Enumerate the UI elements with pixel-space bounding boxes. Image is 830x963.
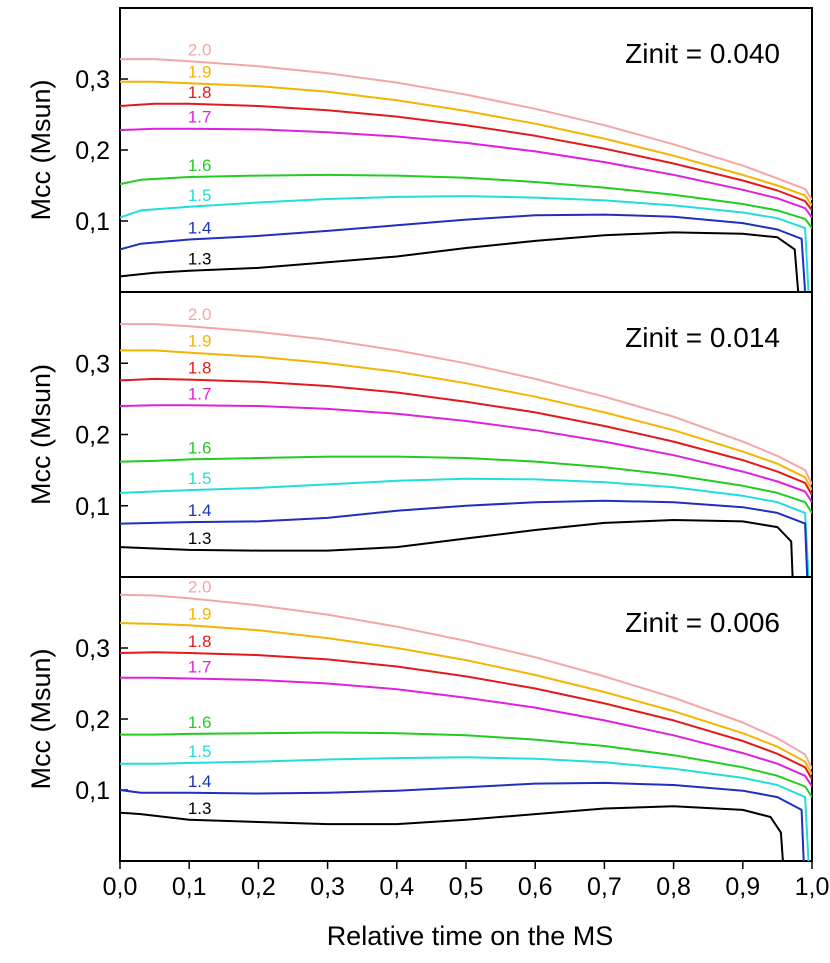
x-axis-label: Relative time on the MS (327, 921, 614, 951)
series-label: 1.8 (188, 632, 212, 651)
series-line-1-5 (120, 195, 810, 292)
series-line-2-0 (120, 593, 812, 770)
series-group (120, 58, 812, 292)
series-line-1-9 (120, 80, 812, 206)
y-tick-label: 0,2 (75, 706, 110, 734)
panel-1: 0,1 0,2 0,3 Mcc (Msun) Zinit = 0.040 2.0 1.9 1.… (26, 7, 813, 293)
series-label: 1.6 (188, 438, 212, 457)
series-label: 1.9 (188, 332, 212, 351)
y-tick-label: 0,2 (75, 137, 110, 165)
series-label: 2.0 (188, 40, 212, 59)
x-tick-label: 0,0 (103, 873, 138, 901)
series-line-1-9 (120, 349, 812, 491)
series-label: 1.3 (188, 799, 212, 818)
y-tick-label: 0,1 (75, 777, 110, 805)
series-line-1-6 (120, 173, 812, 229)
series-label: 2.0 (188, 577, 212, 596)
series-line-1-8 (120, 377, 812, 496)
series-label: 1.5 (188, 742, 212, 761)
y-axis-label: Mcc (Msun) (26, 80, 56, 221)
series-line-1-7 (120, 404, 812, 503)
series-line-1-3 (120, 231, 800, 292)
series-label: 1.6 (188, 713, 212, 732)
series-line-1-6 (120, 731, 812, 798)
y-axis-label: Mcc (Msun) (26, 364, 56, 505)
series-label: 1.4 (188, 772, 212, 791)
series-line-1-4 (120, 213, 807, 292)
y-tick-label: 0,3 (75, 350, 110, 378)
series-line-1-4 (120, 781, 805, 861)
panel-label: Zinit = 0.006 (625, 607, 780, 638)
y-tick-label: 0,2 (75, 422, 110, 450)
panel-label: Zinit = 0.014 (625, 322, 780, 353)
panel-label: Zinit = 0.040 (625, 38, 780, 69)
series-label: 1.7 (188, 658, 212, 677)
x-tick-label: 0,9 (725, 873, 760, 901)
x-tick-label: 0,3 (310, 873, 345, 901)
x-tick-label: 0,2 (241, 873, 276, 901)
series-line-2-0 (120, 58, 812, 201)
series-line-1-6 (120, 455, 812, 514)
series-line-1-8 (120, 102, 812, 211)
x-tick-label: 0,6 (518, 873, 553, 901)
series-group (120, 593, 812, 861)
series-label: 1.8 (188, 359, 212, 378)
x-tick-label: 0,1 (172, 873, 207, 901)
series-line-2-0 (120, 323, 812, 485)
x-tick-label: 0,4 (379, 873, 414, 901)
series-line-1-3 (120, 805, 784, 861)
y-tick-label: 0,3 (75, 66, 110, 94)
series-line-1-9 (120, 622, 812, 775)
x-axis: 0,0 0,1 0,2 0,3 0,4 0,5 0,6 0,7 0,8 0,9 1,0 (103, 861, 830, 901)
series-label: 2.0 (188, 305, 212, 324)
series-label: 1.7 (188, 108, 212, 127)
series-label: 1.9 (188, 604, 212, 623)
series-line-1-5 (120, 756, 810, 861)
series-label: 1.5 (188, 186, 212, 205)
panel-2: 0,1 0,2 0,3 Mcc (Msun) Zinit = 0.014 2.0 1.9 1.… (26, 291, 813, 578)
series-line-1-7 (120, 676, 812, 788)
series-label: 1.5 (188, 469, 212, 488)
y-tick-label: 0,1 (75, 208, 110, 236)
series-label: 1.8 (188, 83, 212, 102)
series-line-1-7 (120, 127, 812, 219)
x-tick-label: 0,5 (449, 873, 484, 901)
series-label: 1.6 (188, 156, 212, 175)
series-line-1-8 (120, 651, 812, 780)
x-tick-label: 1,0 (795, 873, 830, 901)
y-tick-label: 0,1 (75, 493, 110, 521)
series-label: 1.4 (188, 501, 212, 520)
panel-3: 0,1 0,2 0,3 Mcc (Msun) Zinit = 0.006 2.0 1.9 1.… (26, 576, 813, 862)
series-label: 1.3 (188, 529, 212, 548)
x-tick-label: 0,7 (587, 873, 622, 901)
series-label: 1.7 (188, 384, 212, 403)
series-line-1-5 (120, 477, 810, 577)
series-group (120, 323, 812, 577)
series-line-1-4 (120, 499, 809, 577)
series-label: 1.3 (188, 250, 212, 269)
y-axis-label: Mcc (Msun) (26, 649, 56, 790)
series-line-1-3 (120, 519, 794, 577)
y-tick-label: 0,3 (75, 635, 110, 663)
x-tick-label: 0,8 (656, 873, 691, 901)
series-label: 1.9 (188, 62, 212, 81)
panels: 0,1 0,2 0,3 Mcc (Msun) Zinit = 0.040 2.0 1.9 1.… (26, 7, 813, 862)
series-label: 1.4 (188, 218, 212, 237)
